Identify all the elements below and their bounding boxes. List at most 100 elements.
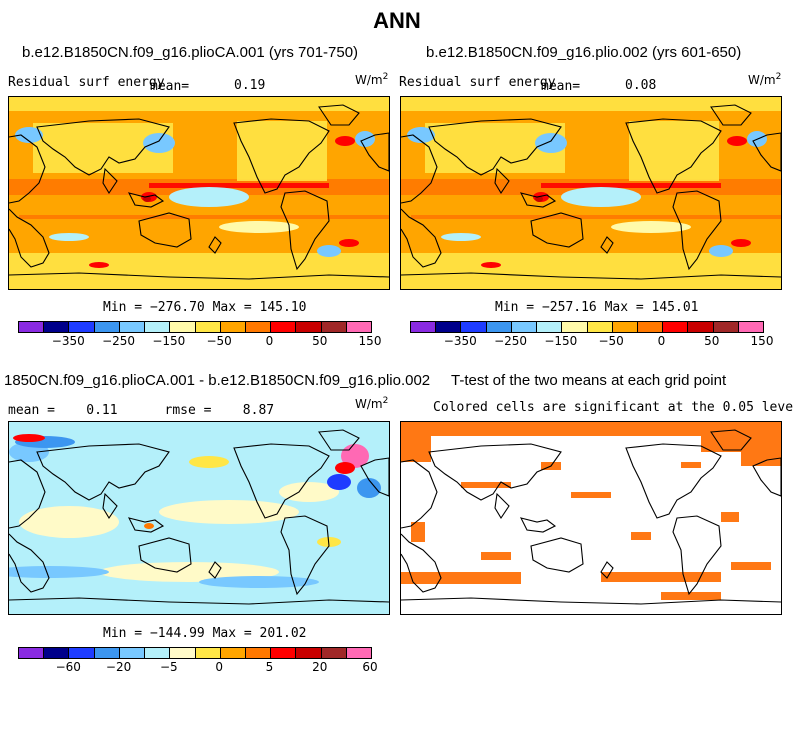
significant-cells (481, 552, 511, 560)
coastline (710, 104, 752, 126)
coastline (9, 459, 46, 529)
colorbar-top-left (18, 321, 372, 333)
field-band (9, 97, 389, 111)
coastline (208, 236, 222, 254)
coastline (752, 132, 781, 172)
coastline (428, 443, 562, 501)
unit-top-left: W/m2 (355, 72, 389, 87)
significant-cells (571, 492, 611, 498)
colorbar-swatch (271, 648, 297, 658)
field-blob (19, 506, 119, 538)
map-svg-bottom-right (401, 422, 781, 614)
colorbar-swatch (587, 322, 613, 332)
colorbar-swatch (296, 648, 322, 658)
colorbar-tick-label: 0 (215, 660, 223, 674)
significant-cells (401, 572, 521, 584)
coastline (600, 236, 614, 254)
colorbar-tick-label: −350 (443, 334, 477, 348)
field-blob (357, 478, 381, 498)
colorbar-swatch (637, 322, 664, 332)
colorbar-swatch (663, 322, 689, 332)
map-top-left (8, 96, 390, 290)
colorbar-swatch (245, 322, 272, 332)
coastline (102, 492, 118, 520)
field-band (9, 275, 389, 289)
field-blob (441, 233, 481, 241)
field-blob (169, 187, 249, 207)
field-blob (335, 462, 355, 474)
page-title: ANN (373, 8, 421, 33)
coastline (36, 443, 170, 501)
coastline (233, 443, 330, 519)
colorbar-swatch (119, 322, 146, 332)
significant-cells (661, 592, 721, 600)
colorbar-swatch (19, 322, 45, 332)
unit-bottom-left: W/m2 (355, 396, 389, 411)
significant-cells (681, 462, 701, 468)
colorbar-swatch (44, 322, 70, 332)
field-blob (15, 127, 43, 143)
colorbar-swatch (537, 322, 563, 332)
colorbar-swatch (486, 322, 512, 332)
mean-label-top-left: mean= (150, 79, 190, 94)
stats-bottom-left: mean = 0.11 rmse = 8.87 (8, 403, 275, 418)
colorbar-swatch (321, 322, 347, 332)
significant-cells (601, 572, 721, 582)
colorbar-swatch (44, 648, 70, 658)
colorbar-swatch (220, 648, 246, 658)
coastline (318, 429, 360, 451)
colorbar-swatch (346, 648, 372, 658)
coastline (530, 212, 584, 248)
colorbar-swatch (94, 648, 120, 658)
field-blob (407, 127, 435, 143)
field-blob (317, 245, 341, 257)
colorbar-swatch (170, 322, 196, 332)
coastline (710, 429, 752, 451)
colorbar-tick-label: −5 (159, 660, 178, 674)
field-band (237, 121, 327, 181)
coastline (401, 208, 442, 268)
coastline (127, 517, 165, 533)
panel-title-top-right: b.e12.B1850CN.f09_g16.plio.002 (yrs 601-… (426, 44, 742, 61)
colorbar-tick-label: 60 (362, 660, 378, 674)
coastline (233, 118, 330, 194)
mean-value-top-left: 0.19 (234, 78, 266, 93)
field-blob (727, 136, 747, 146)
colorbar-tick-label: −250 (102, 334, 136, 348)
field-blob (144, 523, 154, 529)
colorbar-tick-label: −350 (51, 334, 85, 348)
colorbar-top-right (410, 321, 764, 333)
coastline (127, 192, 165, 208)
coastline (280, 190, 330, 271)
map-svg-top-right (401, 97, 781, 289)
field-blob (279, 482, 339, 502)
coastline (36, 118, 170, 176)
significant-cells (721, 512, 739, 522)
colorbar-swatch (738, 322, 764, 332)
field-blob (219, 221, 299, 233)
mean-value-top-right: 0.08 (625, 78, 657, 93)
field-blob (13, 434, 45, 442)
colorbar-swatch (346, 322, 372, 332)
field-blob (339, 239, 359, 247)
field-band (629, 121, 719, 181)
coastline (280, 515, 330, 596)
map-bottom-left (8, 421, 390, 615)
coastline (208, 561, 222, 579)
minmax-top-left: Min = −276.70 Max = 145.10 (103, 300, 307, 315)
field-blob (611, 221, 691, 233)
colorbar-swatch (612, 322, 638, 332)
colorbar-tick-label: 150 (358, 334, 382, 348)
colorbar-swatch (145, 322, 171, 332)
colorbar-tick-label: −150 (544, 334, 578, 348)
colorbar-swatch (195, 322, 221, 332)
coastline (401, 272, 781, 280)
field-blob (327, 474, 351, 490)
coastline (401, 459, 438, 529)
coastline (401, 134, 438, 204)
colorbar-swatch (195, 648, 221, 658)
colorbar-swatch (94, 322, 120, 332)
coastline (519, 517, 557, 533)
colorbar-tick-label: 150 (750, 334, 774, 348)
field-blob (49, 233, 89, 241)
